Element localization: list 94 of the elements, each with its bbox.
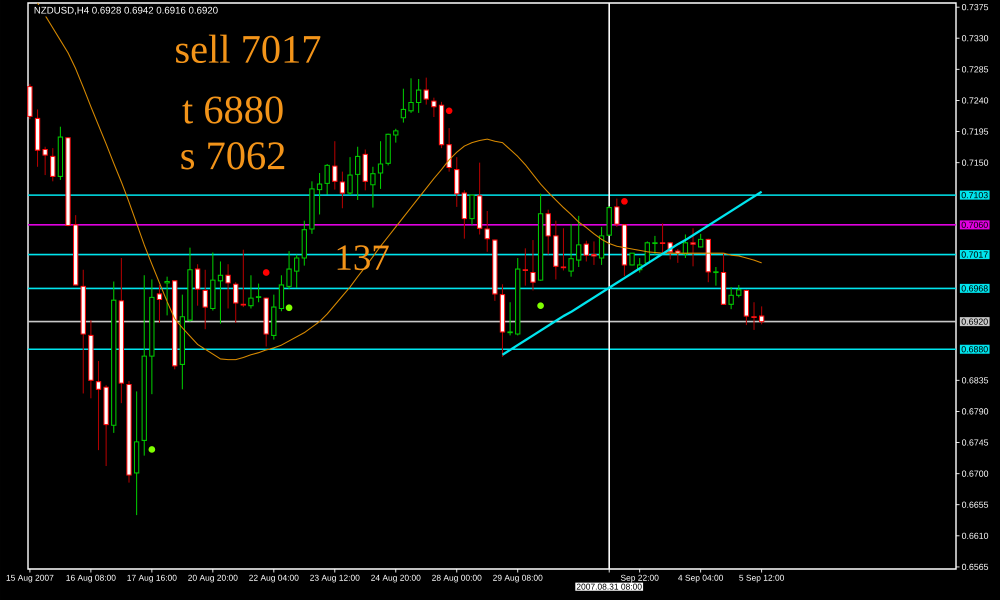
ref-line-label: 0.6968 (962, 285, 988, 292)
candlestick (225, 264, 231, 309)
candlestick (698, 233, 704, 248)
candlestick (469, 194, 475, 226)
candlestick (530, 240, 536, 292)
y-tick-label: 0.7330 (962, 35, 988, 42)
y-tick-label: 0.7195 (962, 128, 988, 135)
candlestick (758, 306, 764, 325)
x-tick-label: 22 Aug 04:00 (249, 574, 299, 582)
candlestick (614, 198, 620, 228)
candlestick (446, 128, 452, 172)
candlestick (194, 264, 200, 306)
candlestick (736, 284, 742, 298)
candlestick (340, 171, 346, 209)
ref-line-label: 0.7103 (962, 192, 988, 198)
point (262, 269, 270, 276)
candlestick (591, 240, 597, 266)
y-tick-label: 0.6700 (962, 470, 988, 477)
candlestick (560, 228, 566, 271)
candlestick (652, 235, 658, 256)
candlestick (50, 148, 56, 182)
y-tick-label: 0.6835 (962, 377, 988, 384)
candlestick (256, 283, 262, 303)
candlestick (218, 260, 224, 324)
point (446, 107, 452, 114)
candlestick (156, 284, 162, 324)
candlestick (233, 282, 238, 324)
candlestick (347, 156, 353, 196)
candlestick (324, 163, 330, 195)
candlestick (751, 302, 757, 330)
point (621, 198, 628, 205)
candlestick (629, 252, 635, 266)
x-tick-label: 20 Aug 20:00 (188, 574, 238, 582)
ref-line-label: 0.7060 (962, 222, 988, 228)
x-tick-label: 4 Sep 04:00 (678, 574, 724, 582)
candlestick (713, 266, 719, 286)
candlestick (278, 274, 284, 312)
candlestick (416, 78, 422, 114)
y-tick-label: 0.6745 (962, 439, 988, 446)
candlestick (378, 140, 384, 190)
candlestick (316, 172, 322, 216)
x-tick-label: 23 Aug 12:00 (310, 574, 360, 582)
annotation: sell 7017 (176, 34, 320, 64)
candlestick (248, 274, 254, 309)
point (537, 302, 544, 310)
x-tick-label: Sep 22:00 (620, 574, 659, 582)
candlestick (164, 276, 170, 316)
y-tick-label: 0.7150 (962, 160, 988, 166)
y-tick-label: 0.7285 (962, 66, 988, 72)
x-tick-label: 15 Aug 2007 (6, 574, 54, 582)
y-tick-label: 0.6655 (962, 502, 988, 508)
candlestick (96, 360, 102, 451)
candlestick (202, 269, 208, 330)
candlestick (546, 209, 551, 256)
candlestick (568, 224, 574, 278)
candlestick (42, 146, 48, 176)
y-tick-label: 0.7240 (962, 97, 988, 104)
ref-line-label: 0.6880 (962, 346, 988, 352)
annotation: t 6880 (182, 96, 283, 124)
candlestick (507, 302, 513, 336)
y-tick-label: 0.6565 (962, 564, 988, 570)
x-tick-label: 28 Aug 00:00 (432, 574, 482, 582)
x-tick-label: 29 Aug 08:00 (493, 574, 542, 582)
candlestick (431, 97, 437, 118)
candlestick (240, 249, 246, 308)
candlestick (294, 254, 300, 288)
candlestick (400, 88, 406, 124)
x-tick-label: 5 Sep 12:00 (739, 574, 784, 582)
candlestick (584, 240, 589, 262)
point (148, 446, 156, 453)
candlestick (728, 286, 734, 310)
candlestick (286, 250, 292, 290)
candlestick (408, 78, 414, 114)
ref-line-label: 0.6920 (962, 318, 988, 325)
x-tick-label: 24 Aug 20:00 (371, 574, 421, 582)
candlestick (484, 210, 490, 252)
candlestick (354, 146, 360, 200)
ref-line-label: 0.7017 (962, 251, 988, 258)
candlestick (576, 215, 582, 268)
candlestick (424, 77, 429, 106)
point (286, 304, 292, 312)
candlestick (660, 222, 666, 256)
candlestick (393, 128, 398, 144)
y-tick-label: 0.6610 (962, 532, 988, 539)
chart-title: NZDUSD,H4 0.6928 0.6942 0.6916 0.6920 (34, 6, 218, 15)
y-tick-label: 0.7375 (962, 4, 988, 10)
annotation: s 7062 (181, 142, 284, 170)
candlestick (370, 166, 376, 208)
candlestick (522, 248, 528, 286)
candlestick (332, 140, 338, 190)
y-tick-label: 0.6790 (962, 408, 988, 415)
x-tick-label: 17 Aug 16:00 (127, 574, 177, 582)
x-tick-label: 16 Aug 08:00 (66, 574, 116, 582)
x-tick-label: 2007.08.31 08:00 (576, 584, 642, 590)
